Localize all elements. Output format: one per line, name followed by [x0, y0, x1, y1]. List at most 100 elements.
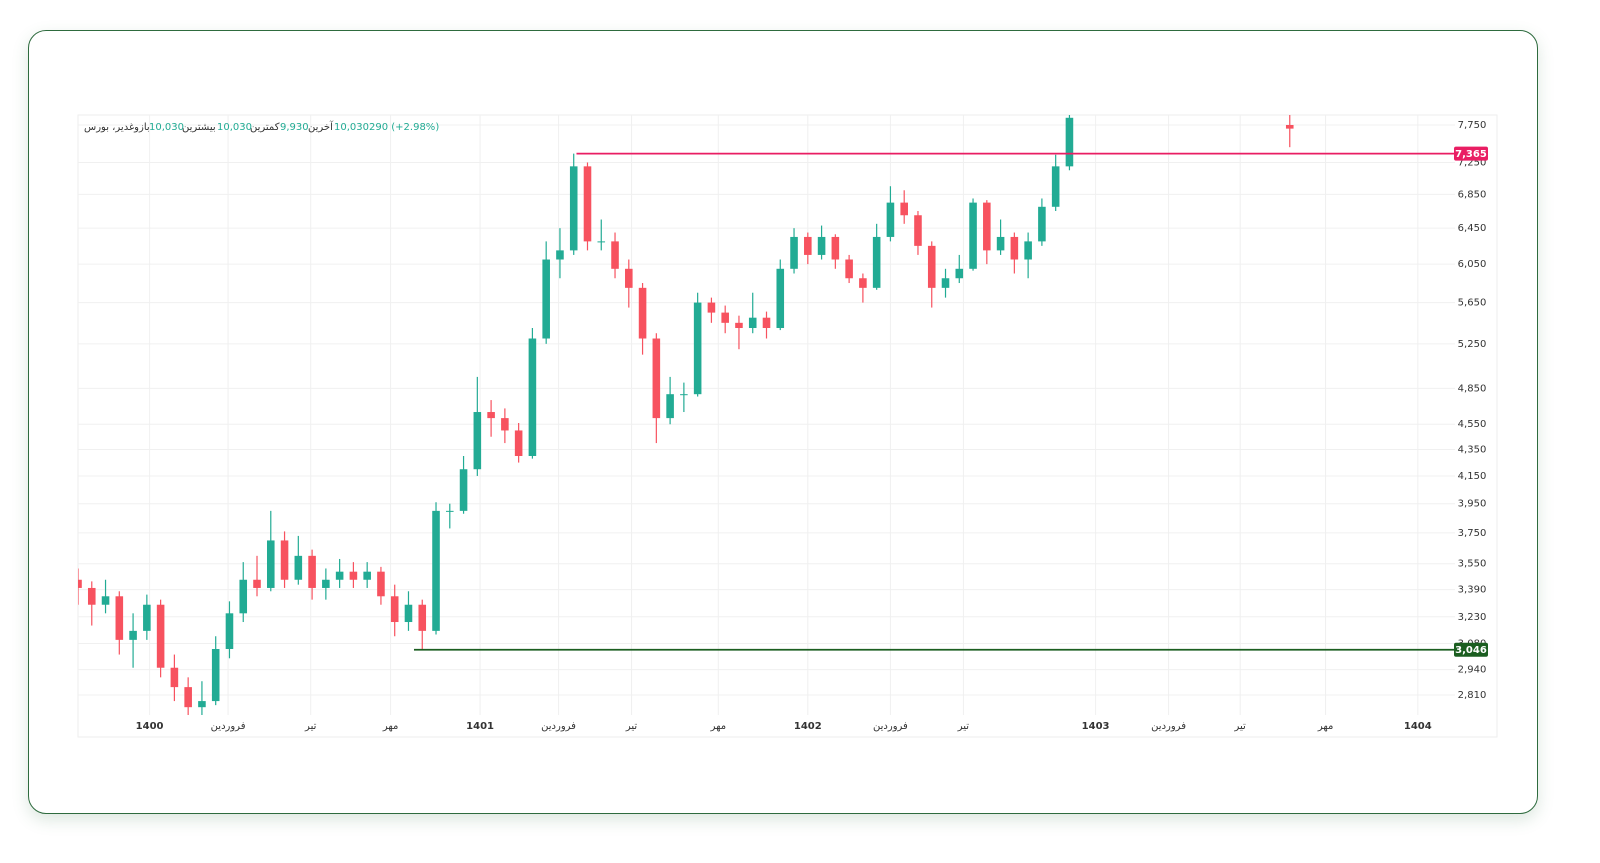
x-tick-label: 1400 — [136, 721, 164, 732]
candles — [78, 115, 1294, 715]
candle-body — [129, 630, 137, 640]
card — [28, 30, 1538, 814]
x-tick-label: 1404 — [1404, 721, 1432, 732]
candle-body — [459, 469, 468, 511]
candle-body — [845, 259, 853, 279]
candle-body — [569, 166, 578, 251]
candle-body — [776, 268, 785, 329]
candle-body — [239, 579, 248, 614]
grid: 2,8102,9403,0803,2303,3903,5503,7503,950… — [78, 115, 1486, 732]
level-label: 3,046 — [1455, 645, 1487, 656]
candle-body — [872, 236, 881, 288]
x-tick-label: مهر — [382, 721, 398, 732]
x-tick-label: فروردین — [873, 721, 908, 732]
candle-body — [1285, 124, 1294, 129]
x-tick-label: فروردین — [211, 721, 246, 732]
x-tick-label: تیر — [957, 721, 970, 732]
y-tick-label: 4,850 — [1458, 383, 1487, 394]
candle-body — [487, 412, 495, 419]
candle-body — [115, 596, 124, 640]
candle-body — [404, 604, 413, 623]
header-change: 290 (+2.98%) — [369, 122, 439, 133]
candle-body — [280, 540, 289, 580]
candle-body — [790, 236, 798, 269]
y-tick-label: 7,250 — [1458, 157, 1487, 168]
candle-body — [886, 202, 895, 237]
x-tick-label: مهر — [710, 721, 726, 732]
candle-body — [322, 579, 330, 588]
candle-body — [266, 540, 275, 588]
x-tick-label: تیر — [1234, 721, 1247, 732]
x-tick-label: 1401 — [466, 721, 494, 732]
candle-body — [253, 579, 261, 588]
candle-body — [377, 571, 385, 597]
candle-body — [597, 241, 606, 243]
candle-body — [1051, 166, 1060, 207]
level-label-box — [1454, 146, 1488, 161]
level-label-box — [1454, 642, 1488, 657]
candle-body — [198, 701, 206, 708]
candle-body — [652, 338, 661, 419]
y-tick-label: 5,650 — [1458, 298, 1487, 309]
candle-body — [638, 287, 647, 339]
candle-body — [156, 604, 165, 668]
candle-body — [418, 604, 427, 631]
candle-body — [528, 338, 537, 456]
y-tick-label: 4,150 — [1458, 471, 1487, 482]
candle-body — [514, 430, 523, 456]
header-high-label: بیشترین — [182, 122, 216, 133]
candle-body — [390, 596, 399, 623]
header: وغدیر، بورس باز 10,030 بیشترین 10,030 کم… — [84, 120, 439, 133]
x-tick-label: مهر — [1317, 721, 1333, 732]
candle-body — [78, 579, 82, 588]
candle-body — [969, 202, 977, 269]
candle-body — [955, 268, 964, 279]
overlays: 7,365 3,046 — [413, 146, 1488, 657]
header-open-label: باز — [138, 122, 150, 133]
candle-body — [900, 202, 908, 216]
candle-body — [473, 412, 482, 470]
candle-body — [101, 596, 110, 605]
x-tick-label: 1403 — [1082, 721, 1110, 732]
candle-body — [446, 510, 454, 512]
candle-body — [748, 317, 757, 329]
candle-body — [914, 215, 922, 246]
candle-body — [831, 236, 840, 260]
candle-body — [625, 268, 633, 288]
candle-body — [308, 555, 316, 588]
candle-body — [680, 394, 688, 396]
candle-body — [1010, 236, 1019, 260]
y-tick-label: 4,550 — [1458, 419, 1487, 430]
candle-body — [721, 312, 729, 323]
header-low-label: کمترین — [250, 122, 280, 133]
candle-body — [941, 278, 950, 288]
candle-body — [1065, 117, 1074, 167]
candle-body — [1024, 241, 1032, 260]
candle-body — [666, 394, 674, 419]
y-tick-label: 7,750 — [1458, 120, 1487, 131]
x-tick-label: فروردین — [1151, 721, 1186, 732]
candle-body — [583, 166, 592, 242]
candle-body — [707, 302, 716, 313]
y-tick-label: 6,450 — [1458, 223, 1487, 234]
candle-body — [363, 571, 371, 580]
header-high: 10,030 — [217, 122, 252, 133]
level-label: 7,365 — [1455, 149, 1487, 160]
y-tick-label: 2,810 — [1458, 690, 1487, 701]
candle-body — [693, 302, 702, 395]
candle-body — [335, 571, 344, 580]
y-tick-label: 3,950 — [1458, 499, 1487, 510]
x-tick-label: فروردین — [541, 721, 576, 732]
x-tick-label: تیر — [625, 721, 638, 732]
candle-body — [432, 510, 440, 631]
candle-body — [184, 687, 192, 708]
candle-body — [983, 202, 991, 251]
y-tick-label: 3,550 — [1458, 559, 1487, 570]
candle-body — [542, 259, 550, 339]
candle-body — [294, 555, 303, 580]
candle-body — [349, 571, 358, 580]
candle-body — [143, 604, 151, 631]
candle-body — [927, 245, 936, 288]
